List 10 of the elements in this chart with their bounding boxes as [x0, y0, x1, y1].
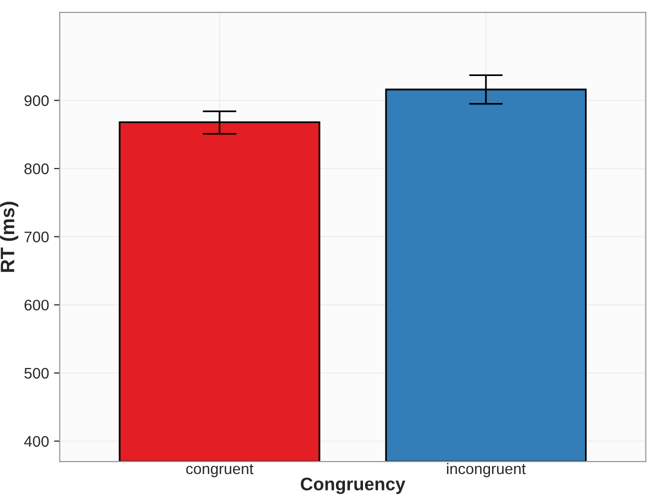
x-tick-label: congruent — [186, 464, 254, 478]
y-tick-label: 400 — [24, 436, 49, 447]
x-tick-label: incongruent — [447, 462, 526, 478]
y-tick-label: 500 — [24, 368, 49, 379]
y-tick-label: 600 — [24, 300, 49, 311]
y-axis-title: RT (ms) — [0, 202, 18, 272]
y-tick-label: 800 — [24, 163, 49, 174]
x-axis-title: Congruency — [300, 478, 406, 494]
y-tick-label: 700 — [24, 232, 49, 242]
y-tick-label: 900 — [24, 95, 49, 106]
